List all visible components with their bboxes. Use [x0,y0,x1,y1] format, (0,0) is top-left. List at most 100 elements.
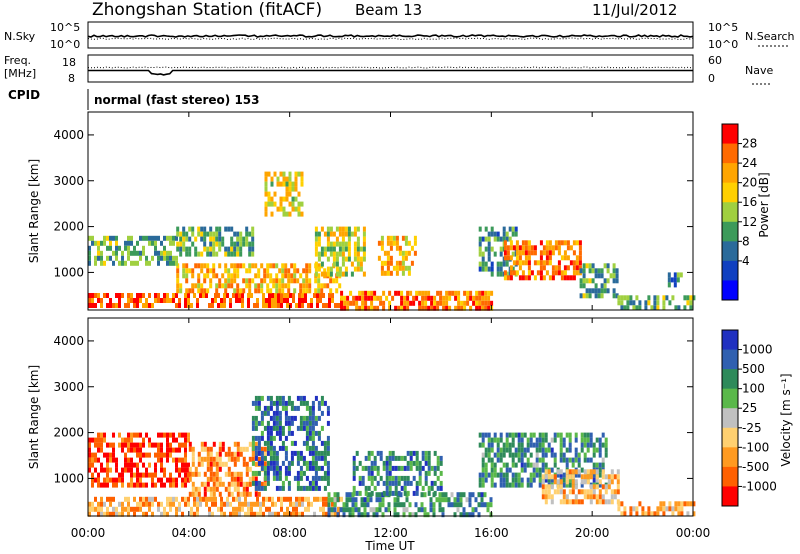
range-cell [665,506,669,512]
range-cell [257,400,261,406]
range-cell [439,460,443,466]
range-cell [568,499,572,505]
range-cell [217,293,220,298]
range-cell [223,511,226,517]
range-cell [281,288,285,294]
range-cell [326,266,330,272]
range-cell [378,507,382,513]
range-cell [333,507,337,513]
range-cell [284,410,288,416]
range-cell [385,480,389,486]
range-cell [471,492,475,498]
range-cell [176,288,180,294]
range-cell [145,303,148,308]
range-cell [269,465,273,471]
range-cell [589,494,593,500]
range-cell [136,298,139,303]
range-cell [221,441,225,447]
range-cell [299,288,303,294]
range-cell [380,235,384,241]
range-cell [233,231,237,237]
range-cell [385,470,389,476]
range-cell [326,241,330,247]
range-cell [218,441,222,447]
y-tick-label: 3000 [53,380,84,394]
range-cell [233,241,237,247]
range-cell [239,251,243,257]
range-cell [317,405,321,411]
range-cell [612,278,616,284]
range-cell [580,467,584,473]
range-cell [254,461,258,467]
range-cell [526,447,530,453]
range-cell [148,496,151,502]
range-cell [436,300,440,306]
colorbar-swatch [722,182,738,203]
range-cell [274,303,277,308]
range-cell [215,471,219,477]
range-cell [251,246,255,252]
range-cell [247,293,250,298]
range-cell [323,485,327,491]
nave-label: Nave [745,64,773,77]
range-cell [294,206,298,212]
range-cell [553,479,557,485]
range-cell [270,211,274,217]
range-cell [293,405,297,411]
range-cell [526,477,530,483]
range-cell [127,467,130,473]
range-cell [267,196,271,202]
range-cell [100,447,103,453]
range-cell [597,293,601,299]
range-cell [275,430,279,436]
range-cell [236,476,240,482]
range-cell [151,255,154,261]
range-cell [326,410,330,416]
range-cell [175,496,178,502]
range-cell [260,455,264,461]
range-cell [379,455,383,461]
range-cell [275,278,279,284]
range-cell [520,447,524,453]
range-cell [331,501,334,507]
range-cell [677,305,681,311]
range-cell [187,501,190,507]
range-cell [209,466,213,472]
range-cell [224,283,228,289]
range-cell [521,260,525,266]
range-cell [323,440,327,446]
range-cell [517,482,521,488]
range-cell [683,295,687,301]
range-cell [357,512,361,518]
range-cell [338,226,342,232]
range-cell [254,441,258,447]
range-cell [91,452,94,458]
range-cell [241,501,244,507]
range-cell [568,489,572,495]
range-cell [524,245,528,251]
range-cell [109,255,112,261]
range-cell [299,450,303,456]
range-cell [598,479,602,485]
range-cell [188,441,192,447]
range-cell [299,485,303,491]
range-cell [236,236,240,242]
range-cell [579,293,583,299]
range-cell [375,497,379,503]
range-cell [115,462,118,468]
range-cell [323,455,327,461]
range-cell [112,477,115,483]
range-cell [293,288,297,294]
range-cell [305,405,309,411]
range-cell [285,211,289,217]
range-cell [197,251,201,257]
range-cell [523,452,527,458]
range-cell [544,432,548,438]
range-cell [367,295,371,301]
range-cell [429,502,433,508]
range-cell [271,303,274,308]
range-cell [191,461,195,467]
range-cell [400,485,404,491]
range-cell [281,400,285,406]
range-cell [275,400,279,406]
